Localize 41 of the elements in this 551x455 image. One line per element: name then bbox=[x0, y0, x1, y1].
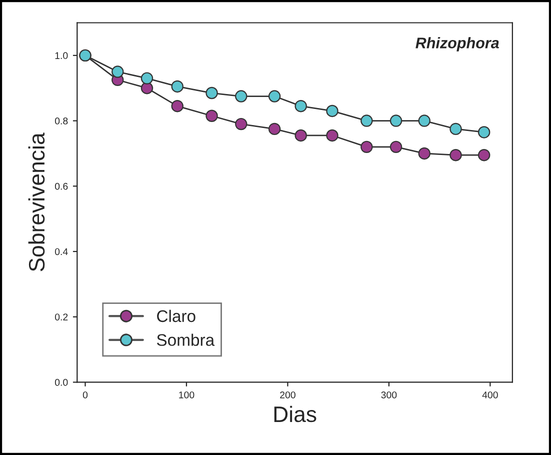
x-tick-label: 400 bbox=[482, 391, 498, 398]
point bbox=[478, 148, 490, 162]
point bbox=[112, 66, 124, 78]
legend-label: Claro bbox=[157, 310, 196, 322]
point bbox=[326, 129, 338, 142]
y-tick-label: 0.6 bbox=[54, 182, 68, 190]
y-tick-label: 0.0 bbox=[54, 378, 68, 386]
point bbox=[235, 118, 248, 130]
point bbox=[206, 110, 218, 122]
point bbox=[360, 114, 373, 127]
point bbox=[418, 114, 430, 127]
point bbox=[418, 147, 430, 160]
point bbox=[450, 148, 462, 162]
y-axis-title: Sobrevivencia bbox=[28, 132, 45, 272]
point bbox=[268, 90, 281, 102]
point bbox=[390, 140, 402, 154]
point bbox=[206, 86, 218, 100]
x-tick-label: 0 bbox=[82, 391, 88, 398]
point bbox=[140, 82, 154, 94]
point bbox=[171, 100, 184, 112]
y-tick-label: 0.4 bbox=[54, 248, 68, 256]
point bbox=[294, 129, 307, 142]
point bbox=[390, 114, 402, 127]
x-tick-label: 200 bbox=[280, 391, 296, 398]
y-tick-label: 0.8 bbox=[54, 118, 68, 124]
point bbox=[235, 90, 248, 102]
point bbox=[450, 122, 462, 136]
text: Rhizophora bbox=[416, 37, 499, 52]
legend-label: Sombra bbox=[156, 334, 215, 346]
point bbox=[140, 72, 154, 84]
point bbox=[360, 140, 373, 154]
point bbox=[268, 122, 281, 136]
x-tick-label: 300 bbox=[381, 391, 397, 398]
x-axis-title: Dias bbox=[274, 406, 316, 422]
point bbox=[294, 100, 307, 112]
point bbox=[171, 80, 184, 93]
y-tick-label: 0.2 bbox=[54, 314, 68, 320]
point bbox=[478, 126, 490, 138]
point bbox=[326, 104, 338, 118]
x-tick-label: 100 bbox=[179, 391, 194, 398]
y-tick-label: 1.0 bbox=[55, 52, 68, 60]
